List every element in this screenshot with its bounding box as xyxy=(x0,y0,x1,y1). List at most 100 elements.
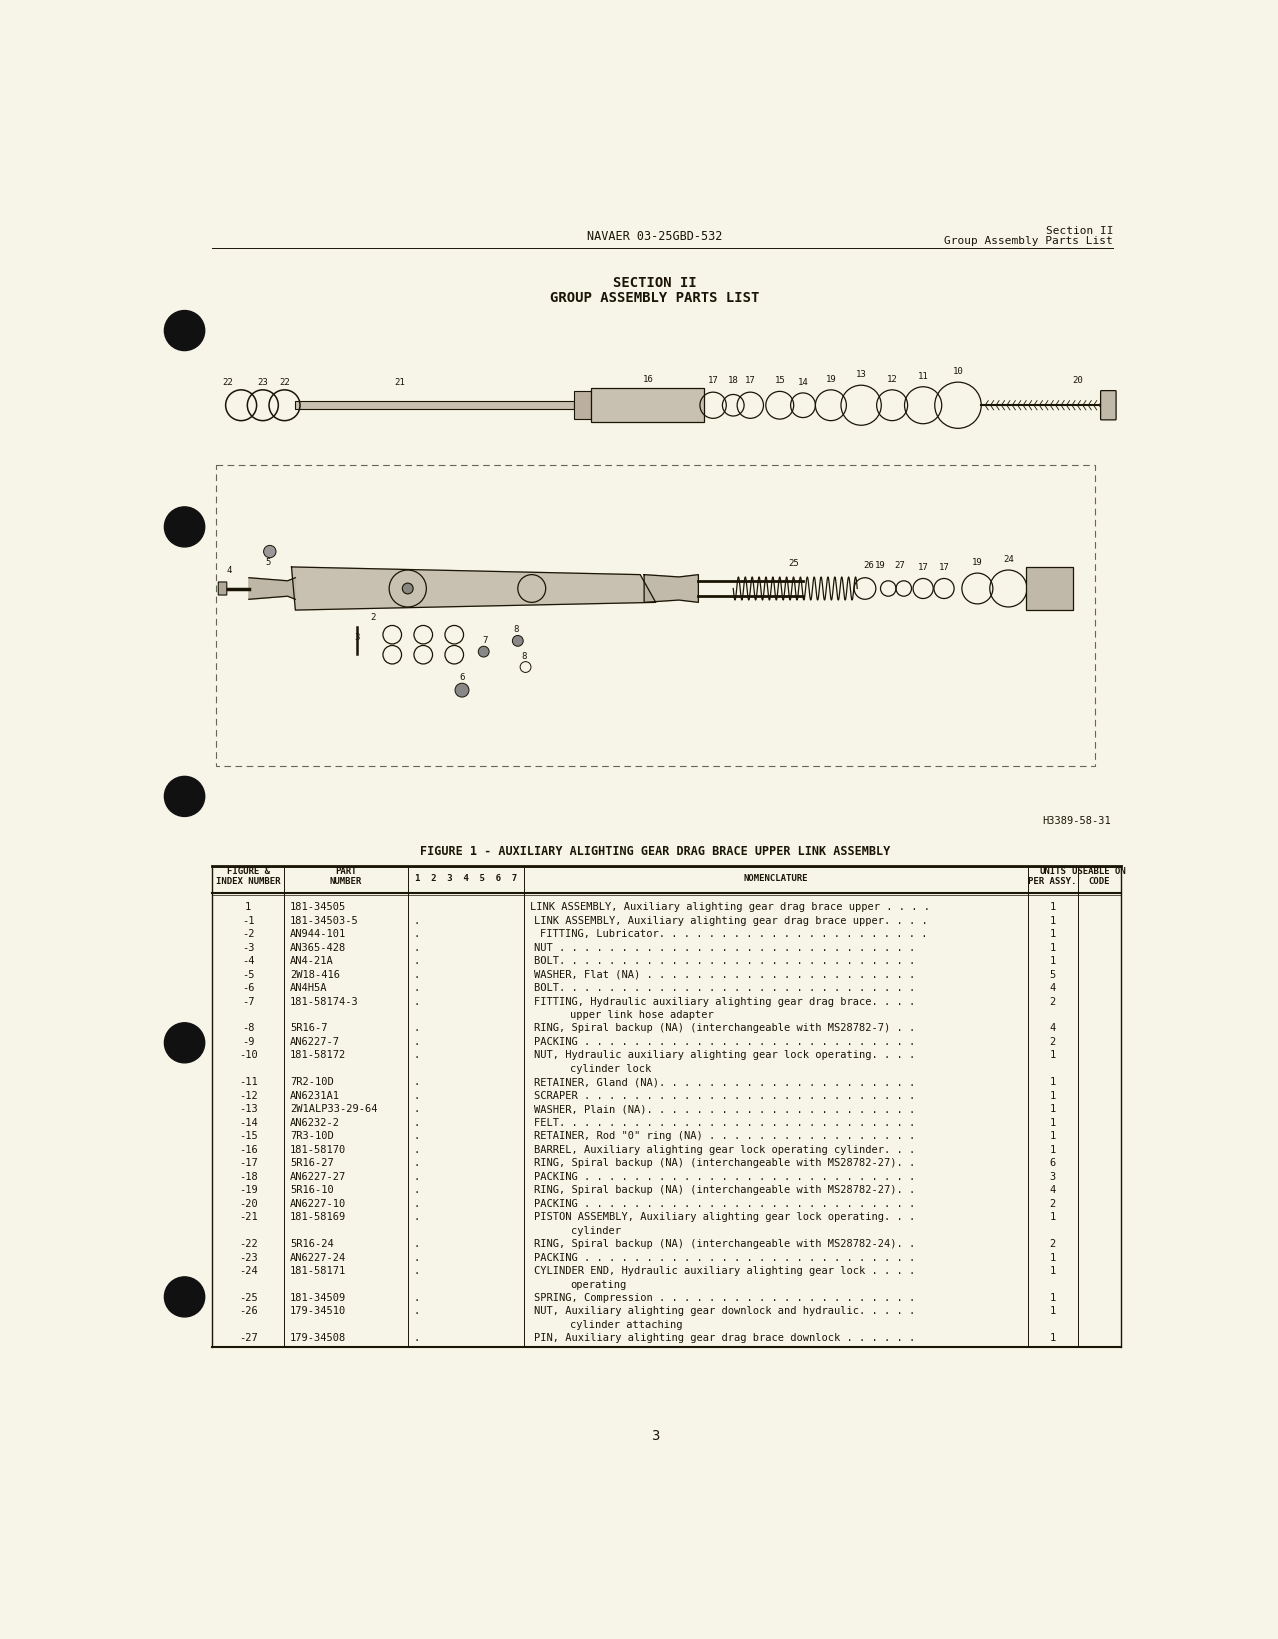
Text: -6: -6 xyxy=(242,982,254,993)
Text: 1: 1 xyxy=(1049,1090,1056,1100)
Text: NAVAER 03-25GBD-532: NAVAER 03-25GBD-532 xyxy=(588,229,722,243)
Text: AN944-101: AN944-101 xyxy=(290,929,346,939)
Text: -13: -13 xyxy=(239,1103,257,1113)
Text: 2: 2 xyxy=(1049,997,1056,1006)
Text: 1: 1 xyxy=(1049,1077,1056,1087)
Text: 2W18-416: 2W18-416 xyxy=(290,969,340,978)
Text: 1: 1 xyxy=(1049,1252,1056,1262)
Text: .: . xyxy=(413,1198,419,1208)
Text: .: . xyxy=(413,929,419,939)
Text: GROUP ASSEMBLY PARTS LIST: GROUP ASSEMBLY PARTS LIST xyxy=(551,292,759,305)
Text: 1: 1 xyxy=(1049,1144,1056,1154)
Text: RING, Spiral backup (NA) (interchangeable with MS28782-7) . .: RING, Spiral backup (NA) (interchangeabl… xyxy=(534,1023,915,1033)
Text: 16: 16 xyxy=(643,374,653,384)
Text: .: . xyxy=(413,1185,419,1195)
Polygon shape xyxy=(291,567,656,611)
FancyBboxPatch shape xyxy=(219,582,226,595)
Text: LINK ASSEMBLY, Auxiliary alighting gear drag brace upper. . . .: LINK ASSEMBLY, Auxiliary alighting gear … xyxy=(534,915,928,924)
Text: 4: 4 xyxy=(1049,1185,1056,1195)
Text: PISTON ASSEMBLY, Auxiliary alighting gear lock operating. . .: PISTON ASSEMBLY, Auxiliary alighting gea… xyxy=(534,1211,915,1221)
Text: BOLT. . . . . . . . . . . . . . . . . . . . . . . . . . . . .: BOLT. . . . . . . . . . . . . . . . . . … xyxy=(534,982,915,993)
Text: 19: 19 xyxy=(973,557,983,567)
Text: 17: 17 xyxy=(708,375,718,385)
Text: 181-58170: 181-58170 xyxy=(290,1144,346,1154)
Bar xyxy=(216,465,1095,765)
Text: SECTION II: SECTION II xyxy=(613,275,697,290)
Text: .: . xyxy=(413,1077,419,1087)
Text: PACKING . . . . . . . . . . . . . . . . . . . . . . . . . . .: PACKING . . . . . . . . . . . . . . . . … xyxy=(534,1036,915,1046)
Text: .: . xyxy=(413,1144,419,1154)
Text: 2: 2 xyxy=(371,613,376,621)
Text: 12: 12 xyxy=(887,374,897,384)
Text: 5: 5 xyxy=(266,557,271,567)
Bar xyxy=(574,392,592,420)
Text: NOMENCLATURE: NOMENCLATURE xyxy=(744,874,808,882)
Text: FITTING, Lubricator. . . . . . . . . . . . . . . . . . . . . .: FITTING, Lubricator. . . . . . . . . . .… xyxy=(539,929,927,939)
Text: 6: 6 xyxy=(459,674,465,682)
Text: NUT, Auxiliary alighting gear downlock and hydraulic. . . . .: NUT, Auxiliary alighting gear downlock a… xyxy=(534,1306,915,1316)
Text: PIN, Auxiliary alighting gear drag brace downlock . . . . . .: PIN, Auxiliary alighting gear drag brace… xyxy=(534,1333,915,1342)
Text: 2: 2 xyxy=(1049,1239,1056,1249)
Text: CYLINDER END, Hydraulic auxiliary alighting gear lock . . . .: CYLINDER END, Hydraulic auxiliary alight… xyxy=(534,1265,915,1275)
Text: -17: -17 xyxy=(239,1157,257,1167)
Text: 5: 5 xyxy=(1049,969,1056,978)
Text: SCRAPER . . . . . . . . . . . . . . . . . . . . . . . . . . .: SCRAPER . . . . . . . . . . . . . . . . … xyxy=(534,1090,915,1100)
Text: cylinder: cylinder xyxy=(570,1224,621,1234)
Text: 17: 17 xyxy=(745,375,755,385)
Text: .: . xyxy=(413,915,419,924)
Text: PER ASSY.: PER ASSY. xyxy=(1029,877,1077,885)
Text: -22: -22 xyxy=(239,1239,257,1249)
Text: -12: -12 xyxy=(239,1090,257,1100)
Text: 8: 8 xyxy=(521,651,527,661)
Circle shape xyxy=(478,647,489,657)
Text: AN6232-2: AN6232-2 xyxy=(290,1118,340,1128)
Text: 17: 17 xyxy=(938,562,950,572)
Text: -7: -7 xyxy=(242,997,254,1006)
Text: -10: -10 xyxy=(239,1051,257,1060)
Text: 181-58171: 181-58171 xyxy=(290,1265,346,1275)
Text: H3389-58-31: H3389-58-31 xyxy=(1043,815,1112,824)
Text: 1: 1 xyxy=(1049,956,1056,965)
Text: AN4H5A: AN4H5A xyxy=(290,982,327,993)
Text: AN6227-10: AN6227-10 xyxy=(290,1198,346,1208)
Text: USEABLE ON: USEABLE ON xyxy=(1072,867,1126,875)
Text: BOLT. . . . . . . . . . . . . . . . . . . . . . . . . . . . .: BOLT. . . . . . . . . . . . . . . . . . … xyxy=(534,956,915,965)
Text: operating: operating xyxy=(570,1278,626,1288)
Circle shape xyxy=(512,636,523,647)
Text: -14: -14 xyxy=(239,1118,257,1128)
Text: -15: -15 xyxy=(239,1131,257,1141)
Text: .: . xyxy=(413,1252,419,1262)
Text: .: . xyxy=(413,1211,419,1221)
Text: PACKING . . . . . . . . . . . . . . . . . . . . . . . . . . .: PACKING . . . . . . . . . . . . . . . . … xyxy=(534,1198,915,1208)
Text: -4: -4 xyxy=(242,956,254,965)
Text: 11: 11 xyxy=(918,372,929,380)
Text: LINK ASSEMBLY, Auxiliary alighting gear drag brace upper . . . .: LINK ASSEMBLY, Auxiliary alighting gear … xyxy=(530,901,930,911)
Circle shape xyxy=(165,508,204,547)
Text: AN6227-7: AN6227-7 xyxy=(290,1036,340,1046)
Text: -24: -24 xyxy=(239,1265,257,1275)
Text: -23: -23 xyxy=(239,1252,257,1262)
Text: WASHER, Flat (NA) . . . . . . . . . . . . . . . . . . . . . .: WASHER, Flat (NA) . . . . . . . . . . . … xyxy=(534,969,915,978)
Text: cylinder attaching: cylinder attaching xyxy=(570,1319,682,1329)
Text: -26: -26 xyxy=(239,1306,257,1316)
Text: -21: -21 xyxy=(239,1211,257,1221)
Polygon shape xyxy=(644,575,698,603)
Text: 179-34508: 179-34508 xyxy=(290,1333,346,1342)
FancyBboxPatch shape xyxy=(1100,392,1116,421)
Circle shape xyxy=(455,683,469,698)
Text: RING, Spiral backup (NA) (interchangeable with MS28782-27). .: RING, Spiral backup (NA) (interchangeabl… xyxy=(534,1157,915,1167)
Text: PACKING . . . . . . . . . . . . . . . . . . . . . . . . . . .: PACKING . . . . . . . . . . . . . . . . … xyxy=(534,1170,915,1182)
Text: .: . xyxy=(413,1265,419,1275)
Text: 1: 1 xyxy=(1049,942,1056,952)
Text: 6: 6 xyxy=(1049,1157,1056,1167)
Text: FELT. . . . . . . . . . . . . . . . . . . . . . . . . . . . .: FELT. . . . . . . . . . . . . . . . . . … xyxy=(534,1118,915,1128)
Text: RETAINER, Gland (NA). . . . . . . . . . . . . . . . . . . . .: RETAINER, Gland (NA). . . . . . . . . . … xyxy=(534,1077,915,1087)
Text: 17: 17 xyxy=(918,562,929,572)
Circle shape xyxy=(403,583,413,595)
Text: -2: -2 xyxy=(242,929,254,939)
Text: 5R16-27: 5R16-27 xyxy=(290,1157,334,1167)
Text: .: . xyxy=(413,1118,419,1128)
Text: 1: 1 xyxy=(1049,1118,1056,1128)
Text: 15: 15 xyxy=(774,375,785,385)
Text: .: . xyxy=(413,982,419,993)
